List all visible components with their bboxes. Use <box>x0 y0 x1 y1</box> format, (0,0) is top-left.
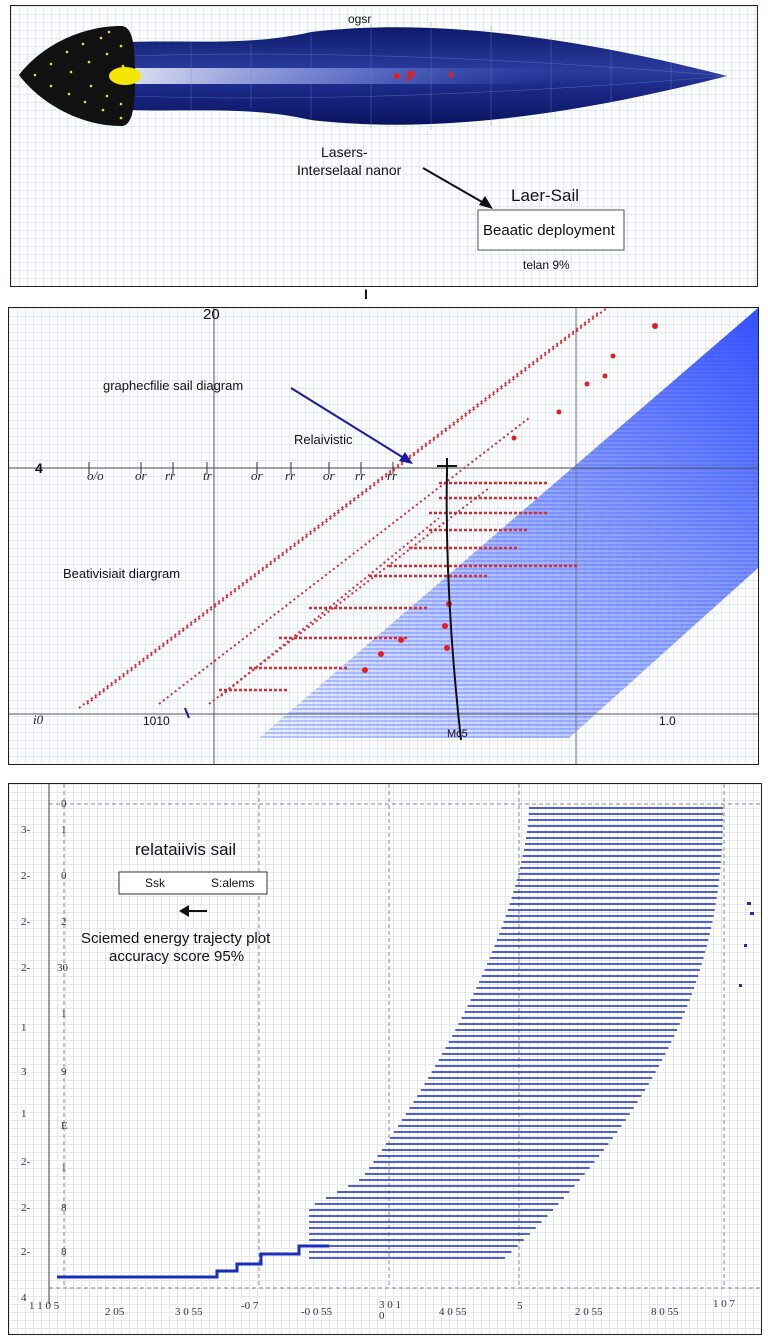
text-line-1: Sciemed energy trajecty plot <box>81 930 271 947</box>
x-tick-label: 5 <box>517 1300 523 1312</box>
x-tick-label: tr <box>203 468 212 483</box>
x-tick-label: 4 0 55 <box>439 1306 467 1318</box>
vertical-track <box>445 467 462 741</box>
y-tick-label: 1 <box>21 1022 27 1034</box>
legend-box <box>118 871 268 895</box>
x-tick-label: -0 7 <box>241 1300 259 1312</box>
box-title: Laer-Sail <box>511 186 580 205</box>
diagram-plot <box>9 308 758 764</box>
diagram-arrow <box>290 387 408 461</box>
beam-source <box>109 67 141 85</box>
inner-tick-label: 8 <box>61 1246 67 1258</box>
bottom-left-value: i0 <box>33 712 44 727</box>
trajectory-lines <box>309 807 723 1259</box>
red-bars <box>219 481 579 692</box>
inner-tick-label: 8 <box>61 1202 67 1214</box>
pointer-arrow <box>422 167 490 207</box>
bottom-label: Mc5 <box>447 728 468 740</box>
y-tick-label: 2- <box>21 962 31 974</box>
y-tick-label: 2- <box>21 870 31 882</box>
inner-tick-label: 1 <box>61 824 67 836</box>
laser-sail-panel: ogsr Lasers- Interselaal nanor Laer-Sail… <box>10 5 758 287</box>
info-box <box>477 209 625 251</box>
text-line-2: accuracy score 95% <box>109 948 245 965</box>
x-tick-label: 3 0 1 0 <box>379 1299 401 1322</box>
sail-diagram-panel: 20 4 graphecfilie sail diagram Relaivist… <box>8 307 759 765</box>
x-tick-label: rr <box>285 468 296 483</box>
y-tick-label: 1 <box>21 1108 27 1120</box>
x-tick-label: 2 0 55 <box>575 1306 603 1318</box>
bottom-right-value: 1.0 <box>659 714 676 728</box>
legend-right: S:alems <box>211 876 255 890</box>
x-tick-label: or <box>251 468 263 483</box>
inner-tick-label: E <box>61 1120 68 1132</box>
trajectory-step <box>57 1244 329 1279</box>
sail-illustration <box>19 22 728 251</box>
inner-tick-label: 1 <box>61 1162 67 1174</box>
label-graphene: graphecfilie sail diagram <box>103 378 244 393</box>
bottom-value: 1010 <box>143 714 170 728</box>
x-tick-label: 2 05 <box>105 1306 125 1318</box>
label-relativistic: Relaivistic <box>294 432 353 447</box>
y-tick-label: 2- <box>21 1246 31 1258</box>
y-tick-label: 2- <box>21 1156 31 1168</box>
left-value: 4 <box>35 460 43 476</box>
inner-tick-label: 30 <box>57 962 68 974</box>
x-tick-label: rr <box>387 468 398 483</box>
x-tick-label: o/o <box>87 468 104 483</box>
x-tick-left: 1 1 0 5 <box>29 1300 60 1312</box>
separator-mark: I <box>364 286 368 302</box>
energy-trajectory-panel: relataiivis sail Ssk S:alems Sciemed ene… <box>8 783 762 1335</box>
top-value: 20 <box>203 307 220 323</box>
light-beam <box>129 68 549 84</box>
x-tick-label: or <box>135 468 147 483</box>
laser-label: Lasers- <box>321 144 368 160</box>
inner-tick-label: 2 <box>61 916 67 928</box>
scatter-marks <box>739 902 754 987</box>
inner-tick-label: 0 <box>61 798 67 810</box>
x-tick-label: -0 0 55 <box>301 1306 333 1318</box>
inner-tick-label: 1 <box>61 1008 67 1020</box>
plot-title: relataiivis sail <box>135 840 237 859</box>
x-tick-label: 1 0 7 <box>713 1298 735 1310</box>
x-tick-label: 8 0 55 <box>651 1306 679 1318</box>
x-tick-label: or <box>323 468 335 483</box>
label-beat: Beativisiait diargram <box>63 566 181 581</box>
y-tick-label: 4 <box>21 1292 27 1304</box>
red-markers <box>394 70 454 81</box>
interstellar-label: Interselaal nanor <box>297 162 402 178</box>
top-label: ogsr <box>348 12 372 26</box>
inner-tick-label: 9 <box>61 1066 67 1078</box>
x-tick-label: rr <box>165 468 176 483</box>
y-tick-label: 2- <box>21 1202 31 1214</box>
y-tick-label: 3 <box>21 1066 27 1078</box>
x-tick-label: rr <box>355 468 366 483</box>
trajectory-plot <box>48 784 761 1304</box>
caption: telan 9% <box>523 258 570 272</box>
y-tick-label: 2- <box>21 916 31 928</box>
nose-cone <box>19 26 135 126</box>
x-tick-label: 3 0 55 <box>175 1306 203 1318</box>
y-tick-label: 3- <box>21 824 31 836</box>
inner-tick-label: 0 <box>61 870 67 882</box>
legend-series: Ssk <box>145 876 166 890</box>
box-text: Beaatic deployment <box>483 222 615 239</box>
